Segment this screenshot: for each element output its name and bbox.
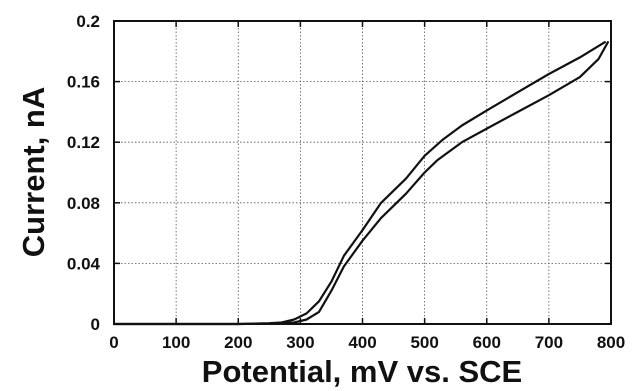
x-tick-label: 500 (410, 333, 438, 352)
grid (114, 21, 611, 324)
x-tick-label: 0 (109, 333, 118, 352)
x-tick-label: 700 (535, 333, 563, 352)
y-tick-label: 0.04 (67, 254, 101, 273)
series-line-2 (112, 41, 609, 326)
y-tick-label: 0.12 (67, 133, 100, 152)
ticks (113, 20, 612, 325)
y-tick-label: 0.2 (76, 12, 100, 31)
tick-labels: 0 100 200 300 400 500 600 700 800 0 0.04 0.08 0.12 0.… (67, 12, 625, 352)
series-group (112, 41, 609, 326)
x-tick-label: 600 (473, 333, 501, 352)
y-tick-label: 0 (91, 315, 100, 334)
y-tick-label: 0.16 (67, 73, 100, 92)
x-tick-label: 100 (162, 333, 190, 352)
series-line-1 (112, 41, 606, 326)
x-tick-label: 400 (348, 333, 376, 352)
x-tick-label: 300 (286, 333, 314, 352)
x-axis-title: Potential, mV vs. SCE (202, 354, 522, 389)
y-tick-label: 0.08 (67, 194, 100, 213)
y-axis-title: Current, nA (16, 87, 51, 258)
x-tick-label: 200 (224, 333, 252, 352)
x-tick-label: 800 (597, 333, 625, 352)
